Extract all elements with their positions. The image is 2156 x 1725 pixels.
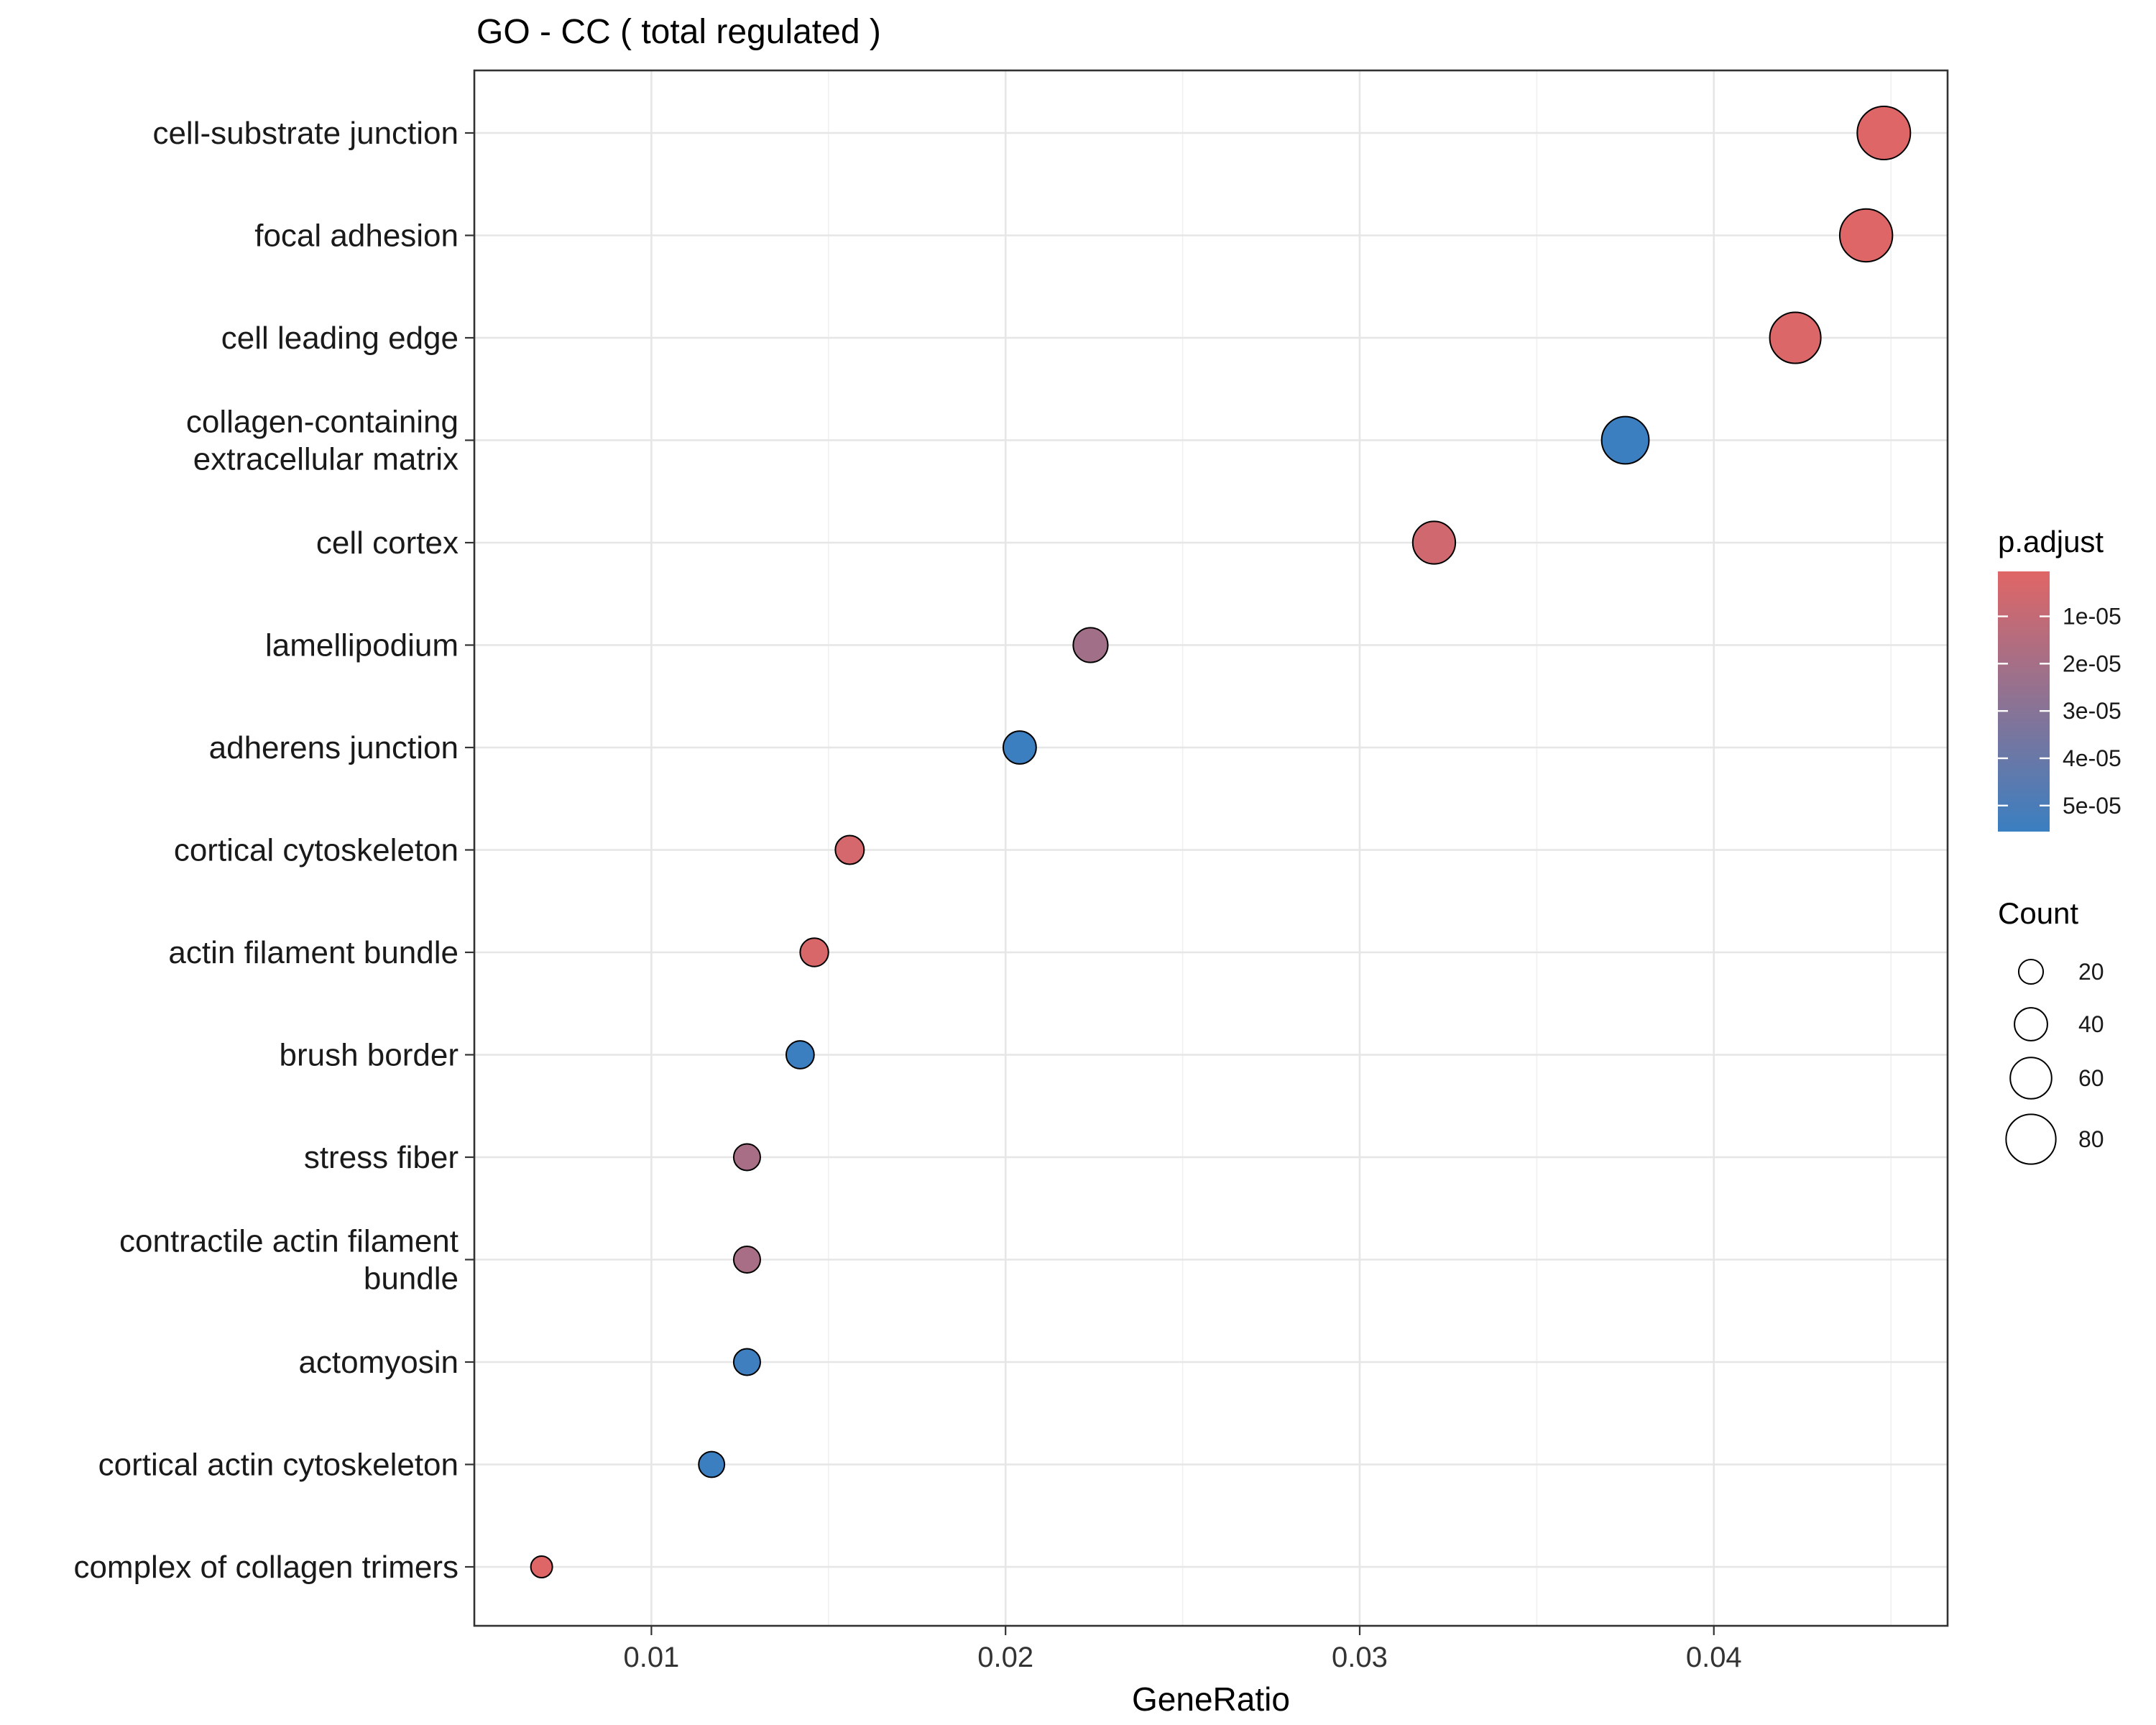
plot-background xyxy=(474,70,1948,1626)
p-adjust-tick-label-2: 3e-05 xyxy=(2063,698,2122,724)
y-tick-label-4: cell cortex xyxy=(316,525,459,561)
point-10 xyxy=(732,1143,761,1172)
point-13 xyxy=(698,1450,726,1478)
point-5 xyxy=(1072,627,1109,663)
x-tick-label-3: 0.04 xyxy=(1686,1642,1742,1673)
y-tick-label-11-line-1: bundle xyxy=(364,1261,459,1297)
y-tick-label-7: cortical cytoskeleton xyxy=(174,833,459,868)
point-2 xyxy=(1769,311,1822,364)
y-tick-label-14: complex of collagen trimers xyxy=(73,1550,459,1585)
y-tick-label-8: actin filament bundle xyxy=(168,935,459,970)
p-adjust-tick-label-4: 5e-05 xyxy=(2063,793,2122,819)
plot-panel-border xyxy=(473,69,1949,1627)
y-tick-label-6: adherens junction xyxy=(209,730,459,765)
count-legend: Count 20 40 60 80 xyxy=(1998,896,2104,1165)
point-12 xyxy=(732,1348,761,1376)
p-adjust-tick-label-1: 2e-05 xyxy=(2063,650,2122,676)
x-tick-label-2: 0.03 xyxy=(1332,1642,1388,1673)
point-9 xyxy=(785,1040,815,1070)
x-axis: 0.01 0.02 0.03 0.04 xyxy=(623,1626,1742,1673)
point-6 xyxy=(1002,730,1037,765)
count-legend-label-3: 80 xyxy=(2078,1126,2104,1152)
major-gridlines-y xyxy=(474,132,1948,1568)
count-legend-circle-2 xyxy=(2009,1057,2053,1100)
count-legend-circle-1 xyxy=(2014,1007,2048,1041)
x-tick-label-1: 0.02 xyxy=(977,1642,1033,1673)
y-tick-label-1: focal adhesion xyxy=(254,218,459,254)
point-7 xyxy=(834,834,865,865)
point-14 xyxy=(530,1555,553,1578)
count-legend-title: Count xyxy=(1998,896,2078,930)
point-8 xyxy=(799,937,829,967)
y-tick-label-2: cell leading edge xyxy=(221,321,459,356)
data-points xyxy=(530,106,1912,1578)
chart-title: GO - CC ( total regulated ) xyxy=(476,13,881,51)
count-legend-label-0: 20 xyxy=(2078,959,2104,985)
count-legend-label-1: 40 xyxy=(2078,1011,2104,1037)
y-tick-label-3-line-0: collagen-containing xyxy=(186,405,459,440)
count-legend-circle-0 xyxy=(2017,958,2045,985)
point-1 xyxy=(1838,208,1894,263)
y-tick-label-0: cell-substrate junction xyxy=(152,116,459,151)
y-tick-label-3-line-1: extracellular matrix xyxy=(193,442,459,477)
y-tick-label-5: lamellipodium xyxy=(265,628,459,663)
y-tick-label-13: cortical actin cytoskeleton xyxy=(98,1448,459,1483)
major-gridlines-x xyxy=(650,70,1715,1626)
p-adjust-colorbar xyxy=(1998,571,2050,832)
y-tick-label-11-line-0: contractile actin filament xyxy=(119,1224,459,1259)
p-adjust-tick-label-0: 1e-05 xyxy=(2063,604,2122,630)
p-adjust-tick-label-3: 4e-05 xyxy=(2063,745,2122,771)
count-legend-label-2: 60 xyxy=(2078,1065,2104,1091)
p-adjust-legend-title: p.adjust xyxy=(1998,525,2104,558)
p-adjust-legend: p.adjust 1e-05 2e-05 3e-05 4e-05 5e-05 xyxy=(1998,525,2122,832)
y-tick-label-12: actomyosin xyxy=(298,1345,459,1380)
point-11 xyxy=(732,1245,761,1274)
x-axis-title: GeneRatio xyxy=(1132,1680,1290,1718)
count-legend-circle-3 xyxy=(2005,1113,2057,1165)
point-3 xyxy=(1600,415,1650,465)
x-tick-label-0: 0.01 xyxy=(623,1642,679,1673)
y-tick-label-10: stress fiber xyxy=(304,1140,459,1175)
point-0 xyxy=(1856,106,1912,160)
y-axis: cell-substrate junction focal adhesion cel… xyxy=(73,116,474,1585)
y-tick-label-9: brush border xyxy=(280,1038,459,1073)
minor-gridlines xyxy=(827,70,1892,1626)
point-4 xyxy=(1411,520,1457,565)
